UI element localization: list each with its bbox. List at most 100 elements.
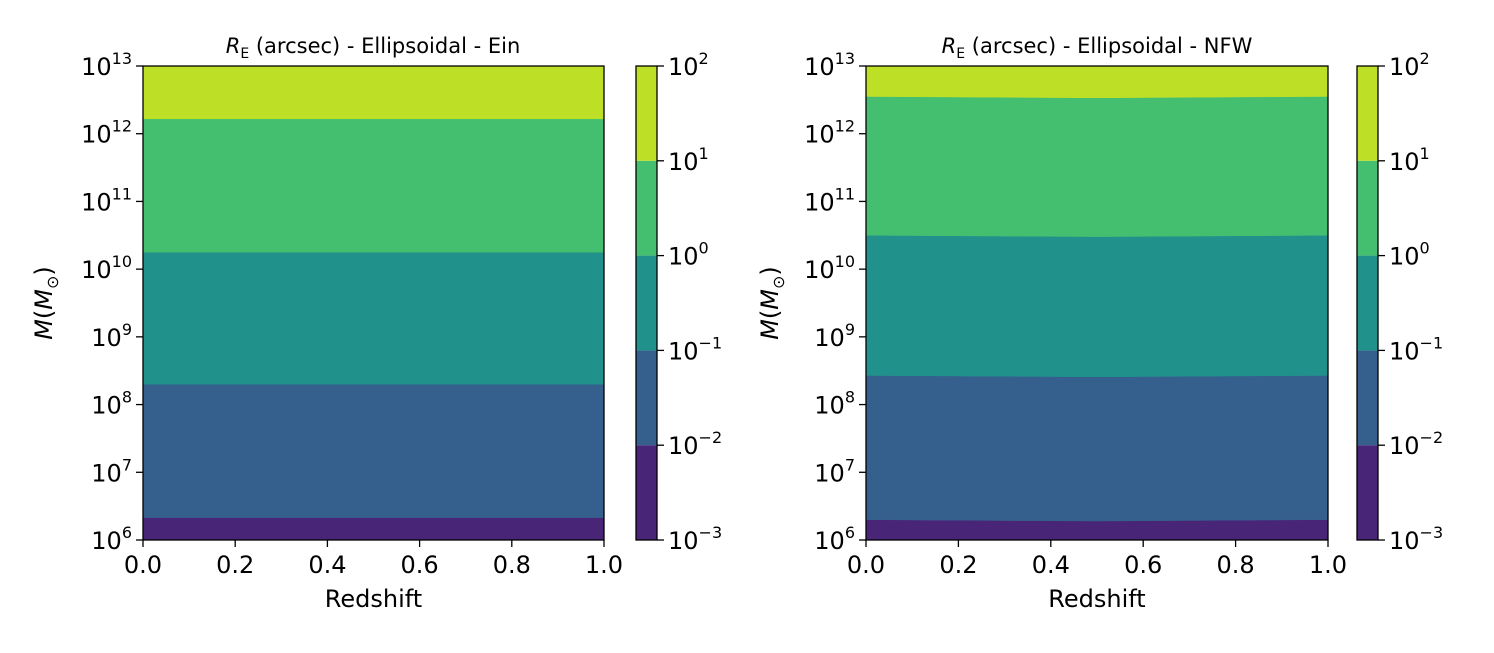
panel-1: 0.0 0.2 0.4 0.6 0.8 1.01061071081091010101110… [30, 34, 722, 613]
colorbar-tick-base: 10 [668, 432, 699, 460]
y-tick-exponent: 10 [112, 252, 132, 271]
x-tick-label: 0.6 [401, 551, 439, 579]
y-tick-label: 106 [91, 523, 132, 555]
y-tick-exponent: 7 [122, 455, 132, 474]
colorbar-tick-exponent: 2 [699, 49, 709, 68]
y-tick-base: 10 [804, 256, 835, 284]
y-tick-base: 10 [81, 188, 112, 216]
colorbar-segment [636, 350, 657, 446]
y-label-symbol: M [30, 289, 58, 310]
y-tick-label: 1012 [81, 117, 132, 149]
y-tick-exponent: 9 [845, 320, 855, 339]
y-tick-label: 1011 [81, 184, 132, 216]
y-tick-base: 10 [804, 188, 835, 216]
y-tick-exponent: 10 [835, 252, 855, 271]
x-tick-label: 0.2 [939, 551, 977, 579]
colorbar-segment [1357, 160, 1378, 256]
colorbar-frame [1356, 65, 1379, 541]
y-tick-exponent: 13 [835, 49, 855, 68]
colorbar-tick-label: 102 [668, 49, 709, 81]
title-symbol: R [942, 34, 957, 58]
colorbar-tick-exponent: −3 [1420, 523, 1444, 542]
colorbar-tick-base: 10 [1389, 53, 1420, 81]
y-tick-exponent: 8 [845, 388, 855, 407]
y-tick-exponent: 12 [835, 117, 855, 136]
y-label-paren: ( [756, 310, 784, 319]
y-tick-label: 109 [91, 320, 132, 352]
y-tick-exponent: 6 [122, 523, 132, 542]
contour-band-2 [865, 375, 1329, 522]
y-tick-exponent: 11 [112, 184, 132, 203]
title-symbol: R [226, 34, 241, 58]
y-label-subscript: ⊙ [43, 276, 62, 289]
y-tick-base: 10 [81, 53, 112, 81]
y-tick-base: 10 [91, 527, 122, 555]
colorbar-tick-label: 102 [1389, 49, 1430, 81]
colorbar-tick-exponent: −1 [699, 333, 723, 352]
colorbar-tick-base: 10 [668, 243, 699, 271]
y-axis-label: M(M⊙) [30, 266, 62, 340]
y-tick-label: 109 [814, 320, 855, 352]
y-label-subscript: ⊙ [769, 276, 788, 289]
plot-frame [865, 65, 1329, 541]
x-axis-label: Redshift [325, 585, 422, 613]
y-tick-label: 107 [814, 455, 855, 487]
y-tick-label: 1010 [804, 252, 855, 284]
y-tick-label: 1010 [81, 252, 132, 284]
y-tick-label: 106 [814, 523, 855, 555]
y-tick-label: 107 [91, 455, 132, 487]
colorbar-tick-base: 10 [1389, 148, 1420, 176]
y-tick-exponent: 9 [122, 320, 132, 339]
y-label-paren: ( [30, 310, 58, 319]
y-label-paren: ) [30, 266, 58, 275]
y-tick-base: 10 [81, 256, 112, 284]
y-label-symbol: M [756, 319, 784, 340]
panel-2: 0.0 0.2 0.4 0.6 0.8 1.01061071081091010101110… [756, 34, 1443, 613]
y-tick-base: 10 [91, 392, 122, 420]
colorbar-tick-base: 10 [668, 148, 699, 176]
contour-band-4 [865, 96, 1329, 237]
y-tick-label: 1012 [804, 117, 855, 149]
colorbar-tick-label: 100 [668, 239, 709, 271]
colorbar-tick-label: 101 [1389, 144, 1430, 176]
x-tick-label: 0.4 [1032, 551, 1070, 579]
x-tick-label: 1.0 [585, 551, 623, 579]
y-tick-base: 10 [91, 459, 122, 487]
y-tick-label: 1013 [81, 49, 132, 81]
y-tick-label: 108 [91, 388, 132, 420]
title-subscript: E [956, 46, 965, 62]
colorbar-tick-exponent: 2 [1420, 49, 1430, 68]
chart-title: RE (arcsec) - Ellipsoidal - NFW [942, 34, 1253, 62]
contour-band-5 [142, 65, 605, 120]
x-tick-label: 0.0 [847, 551, 885, 579]
x-axis-label: Redshift [1048, 585, 1145, 613]
colorbar-tick-label: 101 [668, 144, 709, 176]
contour-band-1 [865, 519, 1329, 541]
y-tick-label: 108 [814, 388, 855, 420]
colorbar-tick-exponent: 0 [699, 239, 709, 258]
y-tick-base: 10 [814, 527, 845, 555]
x-tick-label: 0.4 [308, 551, 346, 579]
y-tick-exponent: 12 [112, 117, 132, 136]
colorbar-segment [636, 66, 657, 161]
colorbar-segment [636, 160, 657, 256]
x-tick-label: 0.8 [493, 551, 531, 579]
y-tick-base: 10 [91, 324, 122, 352]
colorbar-tick-base: 10 [1389, 432, 1420, 460]
colorbar-tick-label: 10−3 [1389, 523, 1443, 555]
x-tick-label: 1.0 [1309, 551, 1347, 579]
y-tick-base: 10 [814, 459, 845, 487]
colorbar-tick-exponent: −1 [1420, 333, 1444, 352]
colorbar-tick-exponent: −2 [1420, 428, 1444, 447]
y-tick-exponent: 11 [835, 184, 855, 203]
colorbar-segment [1357, 255, 1378, 351]
colorbar-tick-exponent: 1 [699, 144, 709, 163]
colorbar-tick-base: 10 [1389, 243, 1420, 271]
colorbar-segment [1357, 445, 1378, 540]
colorbar-frame [635, 65, 658, 541]
y-tick-exponent: 13 [112, 49, 132, 68]
colorbar-tick-base: 10 [668, 337, 699, 365]
colorbar-tick-label: 10−3 [668, 523, 722, 555]
